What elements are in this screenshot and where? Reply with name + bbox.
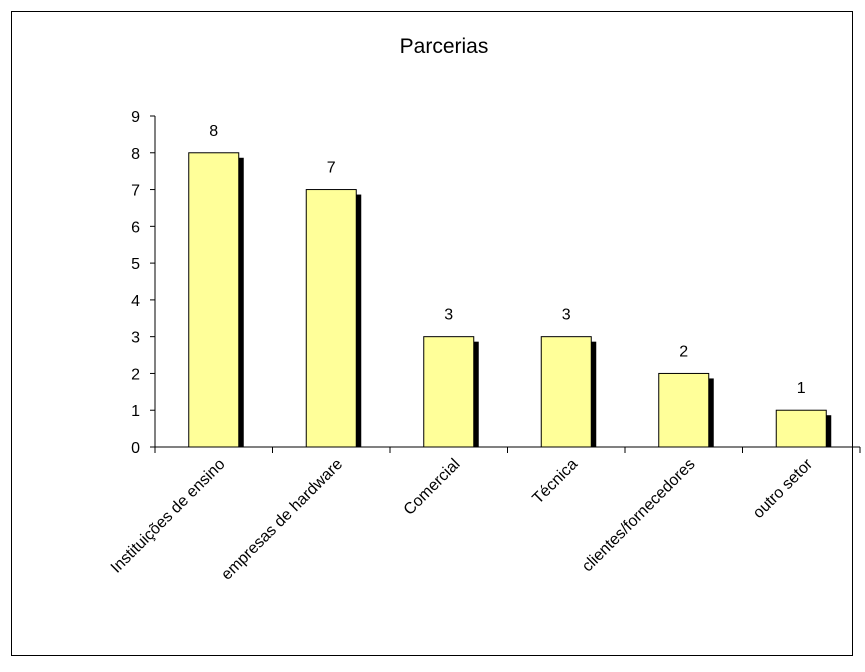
y-tick-label: 5 bbox=[131, 256, 140, 273]
y-tick-label: 9 bbox=[131, 109, 140, 126]
y-tick-label: 3 bbox=[131, 330, 140, 347]
y-tick-label: 2 bbox=[131, 366, 140, 383]
bar bbox=[541, 337, 591, 447]
bar bbox=[776, 410, 826, 447]
data-label: 1 bbox=[797, 380, 806, 397]
data-label: 2 bbox=[679, 343, 688, 360]
y-tick-label: 0 bbox=[131, 440, 140, 457]
y-tick-label: 6 bbox=[131, 219, 140, 236]
bar bbox=[189, 153, 239, 447]
y-tick-label: 1 bbox=[131, 403, 140, 420]
y-tick-label: 8 bbox=[131, 146, 140, 163]
data-label: 3 bbox=[562, 307, 571, 324]
y-tick-label: 4 bbox=[131, 293, 140, 310]
bar bbox=[424, 337, 474, 447]
bar bbox=[306, 190, 356, 447]
data-label: 3 bbox=[444, 307, 453, 324]
chart-title: Parcerias bbox=[400, 35, 489, 58]
y-tick-label: 7 bbox=[131, 183, 140, 200]
bar bbox=[659, 373, 709, 447]
data-label: 8 bbox=[209, 123, 218, 140]
data-label: 7 bbox=[327, 160, 336, 177]
